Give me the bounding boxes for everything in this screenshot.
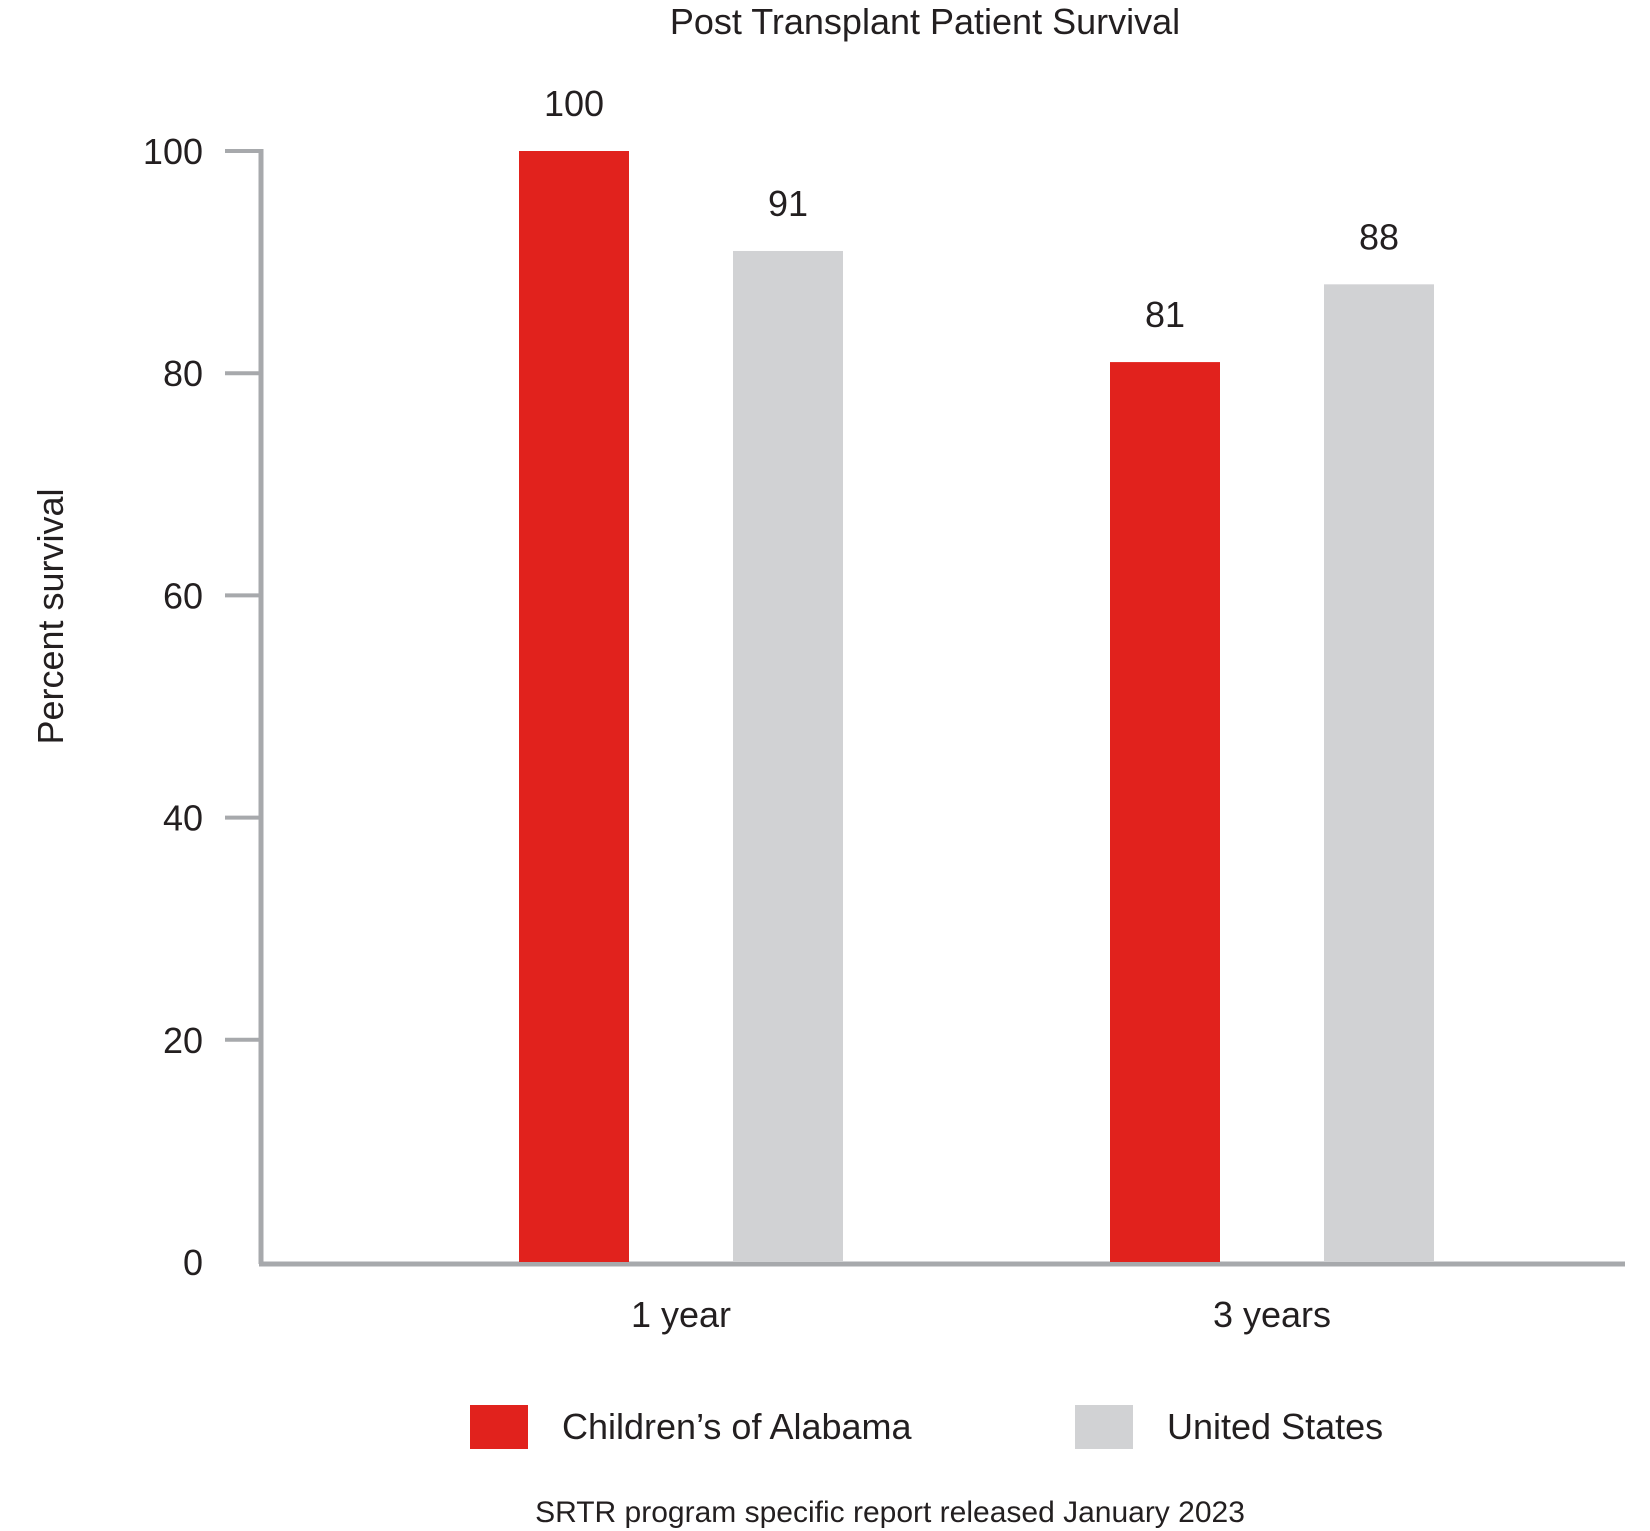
legend-label-childrens-of-alabama: Children’s of Alabama — [562, 1406, 912, 1447]
y-tick-label-100: 100 — [143, 131, 203, 172]
legend-swatch-united-states — [1075, 1405, 1133, 1449]
data-label-children-s-of-alabama-3-years: 81 — [1145, 294, 1185, 335]
legend-swatch-childrens-of-alabama — [470, 1405, 528, 1449]
bar-united-states-3-years — [1324, 284, 1434, 1262]
data-label-children-s-of-alabama-1-year: 100 — [544, 83, 604, 124]
y-tick-label-20: 20 — [163, 1020, 203, 1061]
y-tick-label-60: 60 — [163, 575, 203, 616]
chart-title: Post Transplant Patient Survival — [669, 1, 1181, 42]
legend-label-united-states: United States — [1167, 1406, 1384, 1447]
x-tick-label-1-year: 1 year — [631, 1294, 731, 1335]
y-tick-label-80: 80 — [163, 353, 203, 394]
source-footnote: SRTR program specific report released Ja… — [535, 1496, 1245, 1529]
legend-item-childrens-of-alabama: Children’s of Alabama — [470, 1405, 912, 1449]
bar-united-states-1-year — [733, 250, 843, 1263]
bar-children-s-of-alabama-3-years — [1110, 362, 1220, 1263]
y-axis-label: Percent survival — [30, 488, 71, 744]
plot-area: 0 20 40 60 80 100 Percent survival 100 91 1 year 8… — [30, 83, 1625, 1335]
y-tick-label-0: 0 — [183, 1242, 203, 1283]
data-label-united-states-1-year: 91 — [768, 183, 808, 224]
legend-item-united-states: United States — [1075, 1405, 1383, 1449]
y-tick-label-40: 40 — [163, 798, 203, 839]
data-label-united-states-3-years: 88 — [1359, 216, 1399, 257]
x-tick-label-3-years: 3 years — [1213, 1294, 1331, 1335]
bar-children-s-of-alabama-1-year — [519, 151, 629, 1262]
